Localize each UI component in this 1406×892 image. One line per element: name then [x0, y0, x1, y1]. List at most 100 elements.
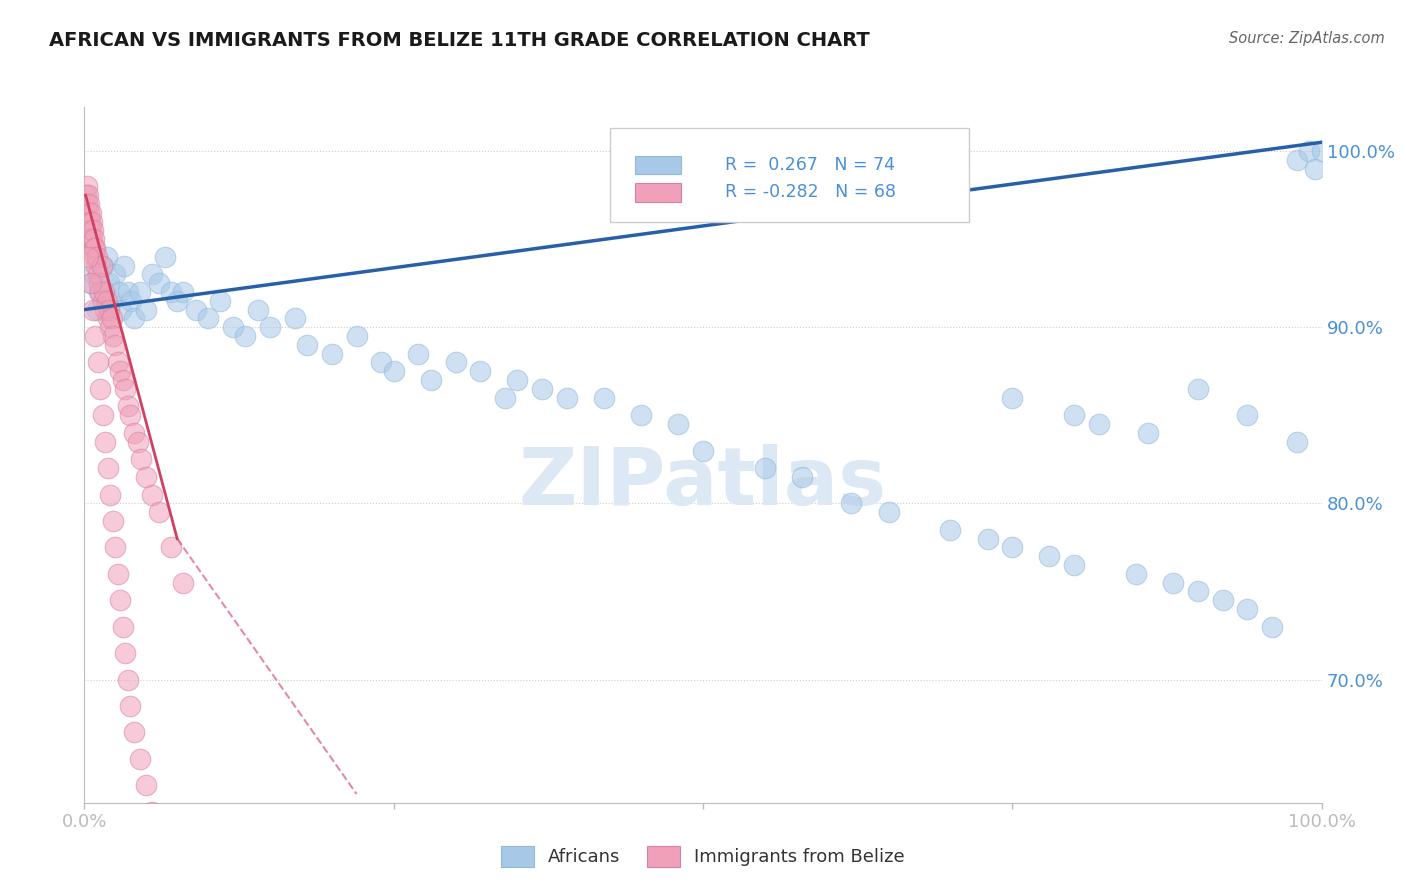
Point: [1261, 620, 1284, 634]
Text: Source: ZipAtlas.com: Source: ZipAtlas.com: [1229, 31, 1385, 46]
Point: [370, 355, 392, 369]
Legend: Africans, Immigrants from Belize: Africans, Immigrants from Belize: [494, 838, 912, 874]
Point: [83, 241, 105, 255]
Point: [100, 311, 122, 326]
Point: [295, 338, 318, 352]
Point: [197, 311, 219, 326]
Point: [84, 329, 107, 343]
FancyBboxPatch shape: [636, 184, 681, 202]
Point: [98, 302, 121, 317]
Point: [89, 285, 111, 299]
Point: [148, 276, 170, 290]
Point: [184, 302, 207, 317]
Point: [1236, 409, 1258, 423]
Point: [1305, 161, 1327, 176]
Point: [79, 197, 101, 211]
Point: [117, 673, 139, 687]
Point: [107, 566, 129, 581]
Point: [1001, 391, 1024, 405]
Point: [141, 487, 163, 501]
Point: [84, 241, 107, 255]
Point: [1125, 566, 1147, 581]
Point: [1161, 575, 1184, 590]
Point: [89, 382, 111, 396]
Point: [86, 250, 108, 264]
Point: [76, 179, 98, 194]
Point: [160, 285, 183, 299]
Point: [79, 276, 101, 290]
Point: [1088, 417, 1111, 431]
Point: [104, 338, 127, 352]
Point: [1212, 593, 1234, 607]
Point: [97, 461, 120, 475]
Point: [692, 443, 714, 458]
Point: [75, 188, 97, 202]
Point: [153, 250, 176, 264]
Point: [77, 205, 100, 219]
Point: [89, 285, 111, 299]
Point: [96, 293, 118, 308]
Point: [160, 541, 183, 555]
Point: [79, 205, 101, 219]
Point: [1063, 409, 1085, 423]
Point: [112, 259, 135, 273]
Point: [111, 373, 134, 387]
Point: [1001, 541, 1024, 555]
Point: [110, 593, 132, 607]
Point: [98, 320, 121, 334]
Point: [172, 575, 194, 590]
Point: [89, 276, 111, 290]
Point: [790, 470, 813, 484]
Text: R =  0.267   N = 74: R = 0.267 N = 74: [725, 156, 896, 174]
Point: [1285, 153, 1308, 167]
FancyBboxPatch shape: [610, 128, 969, 222]
Point: [166, 293, 188, 308]
Point: [83, 250, 105, 264]
Point: [98, 276, 121, 290]
Point: [129, 752, 152, 766]
Point: [129, 285, 152, 299]
Point: [114, 646, 136, 660]
Point: [593, 391, 616, 405]
Point: [127, 434, 149, 449]
FancyBboxPatch shape: [636, 156, 681, 174]
Point: [1187, 382, 1209, 396]
Point: [1187, 584, 1209, 599]
Point: [107, 355, 129, 369]
Point: [114, 382, 136, 396]
Point: [79, 214, 101, 228]
Point: [108, 285, 131, 299]
Point: [82, 302, 104, 317]
Point: [1038, 549, 1060, 564]
Point: [94, 302, 117, 317]
Point: [111, 620, 134, 634]
Point: [117, 400, 139, 414]
Text: AFRICAN VS IMMIGRANTS FROM BELIZE 11TH GRADE CORRELATION CHART: AFRICAN VS IMMIGRANTS FROM BELIZE 11TH G…: [49, 31, 870, 50]
Point: [630, 409, 652, 423]
Point: [129, 452, 152, 467]
Point: [87, 268, 110, 282]
Point: [470, 364, 492, 378]
Point: [80, 214, 103, 228]
Point: [104, 541, 127, 555]
Point: [97, 311, 120, 326]
Point: [83, 268, 105, 282]
Point: [135, 302, 157, 317]
Point: [1298, 144, 1320, 158]
Point: [122, 311, 145, 326]
Point: [506, 373, 529, 387]
Point: [77, 250, 100, 264]
Point: [141, 805, 163, 819]
Point: [1137, 425, 1160, 440]
Point: [122, 725, 145, 739]
Point: [87, 355, 110, 369]
Point: [346, 329, 368, 343]
Point: [83, 232, 105, 246]
Point: [1285, 434, 1308, 449]
Point: [101, 329, 124, 343]
Point: [233, 329, 256, 343]
Point: [82, 232, 104, 246]
Point: [494, 391, 516, 405]
Point: [120, 698, 142, 713]
Point: [101, 514, 124, 528]
